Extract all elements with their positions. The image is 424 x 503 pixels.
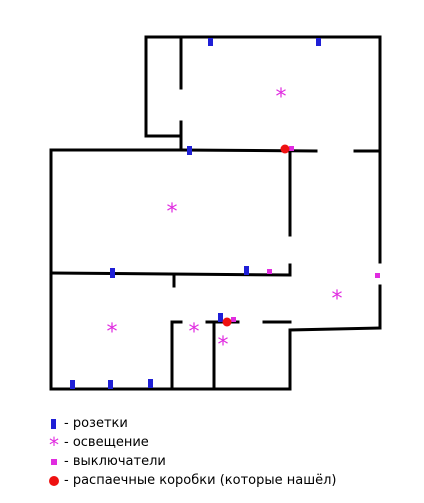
wall-inner-horizontal-lower — [49, 271, 292, 277]
sockets — [70, 38, 321, 389]
junction-box-icon — [280, 144, 290, 154]
socket-icon — [316, 38, 321, 46]
legend-item-sockets: - розетки — [46, 414, 336, 433]
legend-label-lighting: - освещение — [64, 435, 149, 450]
wall-outer-top-left-notch — [144, 35, 183, 138]
socket-icon — [108, 380, 113, 389]
socket-icon — [70, 380, 75, 389]
junction-box-icon — [46, 473, 62, 489]
socket-icon — [218, 313, 223, 322]
socket-icon — [110, 268, 115, 278]
light-asterisk-icon: * — [46, 435, 62, 451]
junction-box-icon — [222, 317, 232, 327]
legend-label-switches: - выключатели — [64, 454, 166, 469]
socket-icon — [208, 38, 213, 46]
floor-plan: * * * * * * — [49, 35, 382, 391]
switches — [231, 146, 380, 322]
lights: * * * * * * — [107, 85, 343, 358]
light-asterisk-icon: * — [189, 320, 200, 345]
light-asterisk-icon: * — [218, 333, 229, 358]
legend-label-sockets: - розетки — [64, 416, 128, 431]
junction-boxes — [222, 144, 290, 327]
walls — [49, 35, 382, 391]
svg-text:*: * — [49, 435, 59, 451]
legend-item-lighting: * - освещение — [46, 433, 336, 452]
light-asterisk-icon: * — [276, 85, 287, 110]
switch-icon — [231, 317, 236, 322]
legend-item-switches: - выключатели — [46, 452, 336, 471]
socket-icon — [187, 146, 192, 155]
legend: - розетки * - освещение - выключатели - … — [46, 414, 336, 490]
switch-icon — [267, 269, 272, 274]
light-asterisk-icon: * — [332, 287, 343, 312]
light-asterisk-icon: * — [107, 320, 118, 345]
socket-icon — [244, 266, 249, 275]
switch-icon — [289, 146, 294, 151]
wall-inner-horizontal-mid — [179, 148, 318, 153]
legend-item-junction-boxes: - распаечные коробки (которые нашёл) — [46, 471, 336, 490]
socket-icon — [148, 379, 153, 388]
switch-icon — [375, 273, 380, 278]
light-asterisk-icon: * — [167, 200, 178, 225]
socket-icon — [46, 416, 62, 432]
switch-icon — [46, 454, 62, 470]
legend-label-junction-boxes: - распаечные коробки (которые нашёл) — [64, 473, 337, 488]
